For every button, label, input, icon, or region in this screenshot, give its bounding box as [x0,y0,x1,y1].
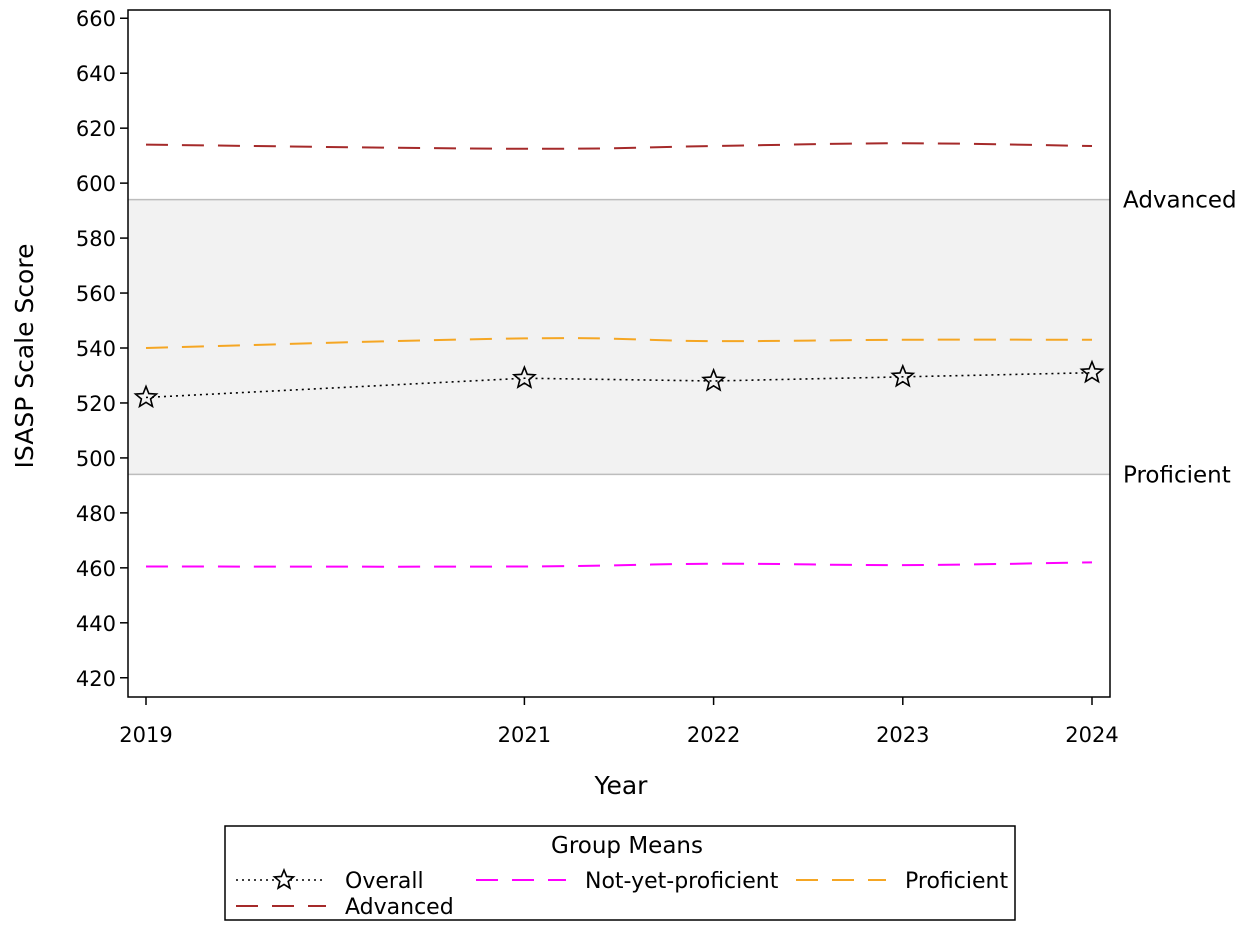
x-tick-label: 2024 [1065,723,1118,747]
x-tick-label: 2021 [498,723,551,747]
y-tick-label: 480 [76,502,116,526]
x-tick-label: 2019 [119,723,172,747]
y-tick-label: 580 [76,227,116,251]
series-line-not-yet-proficient [145,561,1093,568]
y-tick-label: 640 [76,62,116,86]
series-line-advanced [145,142,1093,150]
legend-marker-overall [272,867,296,890]
y-tick-label: 420 [76,667,116,691]
legend-label-not-yet-proficient: Not-yet-proficient [585,869,779,894]
y-tick-label: 460 [76,557,116,581]
data-point-overall [890,363,916,388]
y-tick-label: 620 [76,117,116,141]
x-axis-title: Year [594,771,649,800]
data-point-overall [133,384,159,409]
proficient-band [128,199,1110,475]
reference-label-proficient: Proficient [1123,462,1231,488]
legend-label-overall: Overall [345,869,424,894]
y-tick-label: 500 [76,447,116,471]
y-axis-title: ISASP Scale Score [10,244,39,469]
y-tick-label: 600 [76,172,116,196]
y-tick-label: 440 [76,612,116,636]
y-tick-label: 660 [76,7,116,31]
data-point-overall [511,365,537,389]
x-tick-label: 2023 [876,723,929,747]
data-point-overall [1079,359,1105,384]
x-tick-label: 2022 [687,723,740,747]
legend: Group Means Overall Not-yet-proficient Pro… [224,825,1016,921]
series-line-proficient [145,337,1093,350]
legend-label-proficient: Proficient [905,869,1008,894]
y-tick-label: 540 [76,337,116,361]
legend-label-advanced: Advanced [345,895,454,920]
plot-area-frame [127,9,1111,698]
series-line-overall [145,371,1093,399]
legend-box [224,825,1016,921]
y-tick-label: 560 [76,282,116,306]
reference-label-advanced: Advanced [1123,188,1237,214]
y-tick-label: 520 [76,392,116,416]
data-point-overall [701,367,727,392]
legend-title: Group Means [551,833,703,859]
